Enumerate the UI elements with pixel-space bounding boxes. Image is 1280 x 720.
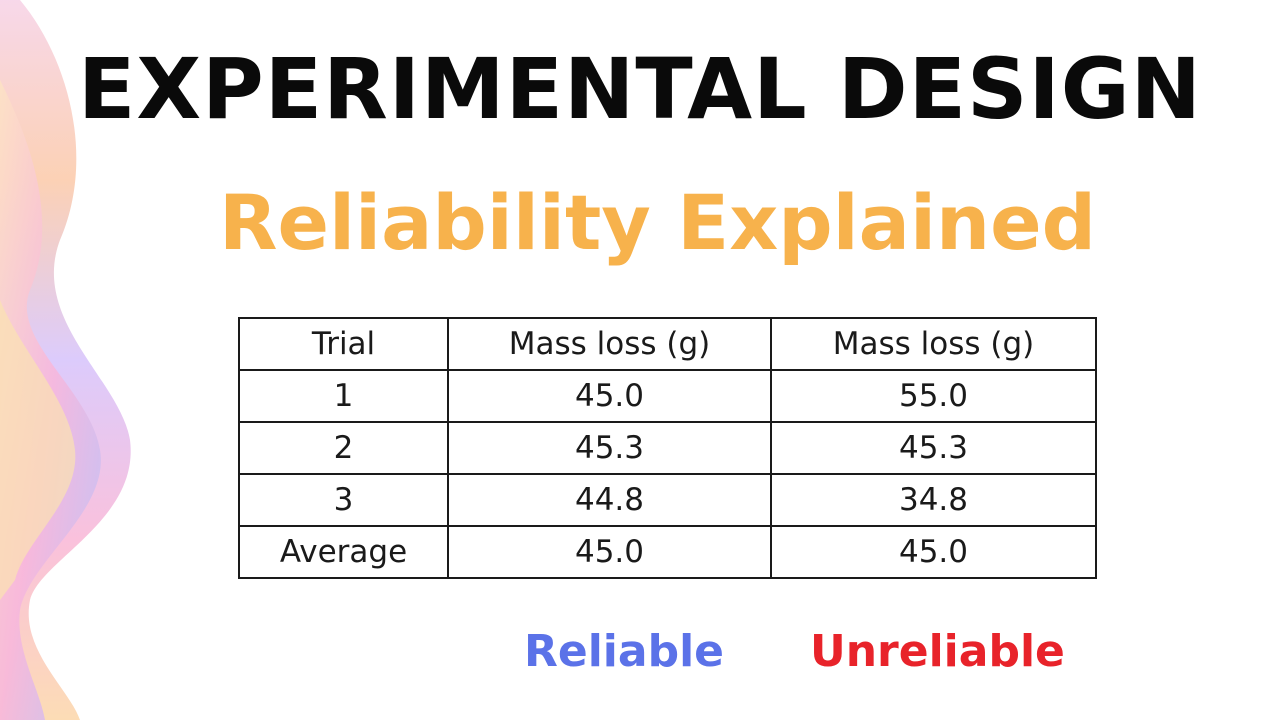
trial-cell: 1 (238, 369, 449, 423)
header-cell-mass-loss: Mass loss (g) (770, 317, 1097, 371)
mass-loss-cell: 34.8 (770, 473, 1097, 527)
page-subtitle: Reliability Explained (218, 178, 1097, 267)
table-row: 55.0 (770, 369, 1097, 423)
table-row: 45.3 (770, 421, 1097, 475)
table-row: 3 44.8 (238, 473, 772, 527)
table-row-average: 45.0 (770, 525, 1097, 579)
mass-loss-cell: 44.8 (447, 473, 772, 527)
trial-cell: 3 (238, 473, 449, 527)
header-cell-mass-loss: Mass loss (g) (447, 317, 772, 371)
mass-loss-cell: 45.0 (447, 369, 772, 423)
reliable-label: Reliable (524, 626, 724, 677)
unreliable-label: Unreliable (810, 626, 1065, 677)
table-row: 1 45.0 (238, 369, 772, 423)
average-value-cell: 45.0 (447, 525, 772, 579)
table-row-average: Average 45.0 (238, 525, 772, 579)
average-value-cell: 45.0 (770, 525, 1097, 579)
reliable-data-table: Trial Mass loss (g) 1 45.0 2 45.3 3 44.8… (238, 317, 772, 579)
table-header-row: Trial Mass loss (g) (238, 317, 772, 371)
page-title: EXPERIMENTAL DESIGN (78, 40, 1202, 138)
decorative-wave-graphic (0, 0, 131, 720)
table-header-row: Mass loss (g) (770, 317, 1097, 371)
unreliable-data-table: Mass loss (g) 55.0 45.3 34.8 45.0 (770, 317, 1097, 579)
table-row: 34.8 (770, 473, 1097, 527)
average-label-cell: Average (238, 525, 449, 579)
table-row: 2 45.3 (238, 421, 772, 475)
mass-loss-cell: 45.3 (770, 421, 1097, 475)
trial-cell: 2 (238, 421, 449, 475)
mass-loss-cell: 55.0 (770, 369, 1097, 423)
header-cell-trial: Trial (238, 317, 449, 371)
mass-loss-cell: 45.3 (447, 421, 772, 475)
